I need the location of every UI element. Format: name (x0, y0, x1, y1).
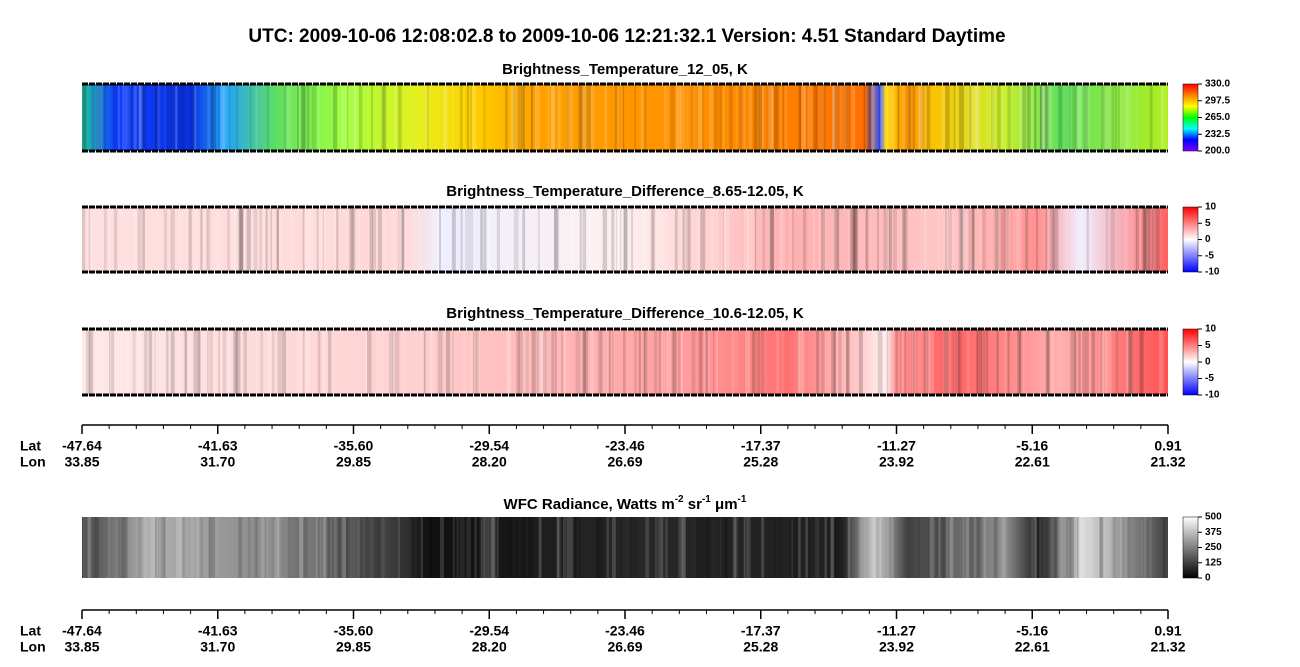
lon-label: 23.92 (879, 639, 914, 655)
colorbar-tick-label: 0 (1205, 357, 1211, 368)
lat-label: -5.16 (1016, 623, 1048, 639)
lat-label: -17.37 (741, 438, 781, 454)
lon-label: 31.70 (200, 454, 235, 470)
lon-label: 22.61 (1015, 454, 1050, 470)
colorbar-tick-label: 0 (1205, 234, 1211, 245)
lon-label: 25.28 (743, 639, 778, 655)
lat-label: -29.54 (469, 438, 509, 454)
lat-label: -47.64 (62, 438, 102, 454)
panel-title: Brightness_Temperature_12_05, K (502, 61, 748, 78)
lat-label: -11.27 (877, 438, 916, 454)
colorbar-tick-label: 500 (1205, 512, 1222, 523)
swath-image (82, 207, 1168, 272)
colorbar-tick-label: 5 (1205, 340, 1211, 351)
row-label: Lat (20, 623, 41, 639)
colorbar-tick-label: 265.0 (1205, 112, 1230, 123)
panel-title: WFC Radiance, Watts m-2 sr-1 μm-1 (504, 494, 747, 513)
lon-label: 29.85 (336, 454, 371, 470)
row-label: Lon (20, 454, 46, 470)
lat-label: -11.27 (877, 623, 916, 639)
colorbar-tick-label: 297.5 (1205, 95, 1230, 106)
lat-label: -5.16 (1016, 438, 1048, 454)
panel-title: Brightness_Temperature_Difference_8.65-1… (446, 183, 804, 200)
swath-image (82, 517, 1168, 578)
lon-label: 21.32 (1150, 639, 1185, 655)
panel-title: Brightness_Temperature_Difference_10.6-1… (446, 305, 804, 322)
row-label: Lat (20, 438, 41, 454)
colorbar (1182, 206, 1199, 273)
lat-label: 0.91 (1154, 438, 1181, 454)
colorbar-tick-label: 330.0 (1205, 79, 1230, 90)
colorbar-tick-label: 0 (1205, 573, 1211, 584)
swath-image (82, 329, 1168, 395)
colorbar (1182, 83, 1199, 152)
title-part: sr (684, 496, 703, 513)
colorbar-tick-label: 10 (1205, 324, 1217, 335)
lon-label: 28.20 (472, 639, 507, 655)
colorbar (1182, 328, 1199, 396)
lat-label: -41.63 (198, 623, 238, 639)
lon-label: 21.32 (1150, 454, 1185, 470)
colorbar-tick-label: 10 (1205, 202, 1217, 213)
lon-label: 33.85 (64, 454, 99, 470)
lat-label: -29.54 (469, 623, 509, 639)
colorbar-tick-label: 250 (1205, 542, 1222, 553)
lon-label: 26.69 (607, 454, 642, 470)
lon-label: 23.92 (879, 454, 914, 470)
lon-label: 26.69 (607, 639, 642, 655)
lat-label: -23.46 (605, 438, 645, 454)
lat-label: -47.64 (62, 623, 102, 639)
colorbar (1182, 516, 1199, 579)
swath-image (82, 84, 1168, 151)
lat-label: 0.91 (1154, 623, 1181, 639)
lat-label: -17.37 (741, 623, 781, 639)
colorbar-tick-label: 375 (1205, 527, 1222, 538)
lat-label: -41.63 (198, 438, 238, 454)
lon-label: 31.70 (200, 639, 235, 655)
title-part: WFC Radiance, Watts m (504, 496, 675, 513)
lon-label: 29.85 (336, 639, 371, 655)
row-label: Lon (20, 639, 46, 655)
lon-label: 25.28 (743, 454, 778, 470)
colorbar-tick-label: 200.0 (1205, 146, 1230, 157)
colorbar-tick-label: -5 (1205, 250, 1214, 261)
colorbar-tick-label: -10 (1205, 267, 1220, 278)
lat-label: -23.46 (605, 623, 645, 639)
colorbar-tick-label: 5 (1205, 218, 1211, 229)
lon-label: 28.20 (472, 454, 507, 470)
title-part: -1 (738, 494, 747, 505)
title-part: μm (711, 496, 738, 513)
lat-label: -35.60 (334, 623, 374, 639)
colorbar-tick-label: -5 (1205, 373, 1214, 384)
colorbar-tick-label: -10 (1205, 390, 1220, 401)
lon-label: 33.85 (64, 639, 99, 655)
title-part: -1 (702, 494, 711, 505)
page-title: UTC: 2009-10-06 12:08:02.8 to 2009-10-06… (248, 26, 1005, 47)
lon-label: 22.61 (1015, 639, 1050, 655)
colorbar-tick-label: 232.5 (1205, 129, 1230, 140)
title-part: -2 (675, 494, 684, 505)
lat-label: -35.60 (334, 438, 374, 454)
colorbar-tick-label: 125 (1205, 557, 1222, 568)
